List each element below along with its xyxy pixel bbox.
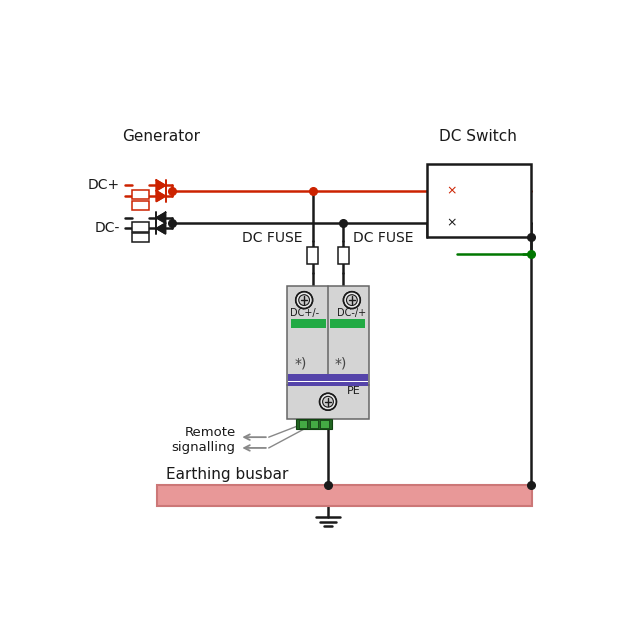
Bar [427, 164, 531, 237]
Text: DC FUSE: DC FUSE [353, 231, 414, 244]
Bar [330, 319, 365, 328]
Bar [157, 485, 532, 506]
Bar [288, 374, 368, 381]
Bar [132, 222, 148, 232]
Circle shape [346, 294, 357, 305]
Text: Generator: Generator [122, 129, 200, 145]
Bar [299, 420, 307, 428]
Text: Earthing busbar: Earthing busbar [166, 467, 288, 482]
Circle shape [344, 292, 360, 308]
Text: DC FUSE: DC FUSE [242, 231, 303, 244]
Text: DC-: DC- [95, 221, 120, 236]
Bar [132, 233, 148, 243]
Bar [307, 247, 318, 264]
Text: ×: × [446, 216, 456, 230]
Bar [338, 247, 349, 264]
Text: DC Switch: DC Switch [439, 129, 517, 145]
Polygon shape [156, 191, 166, 202]
Bar [132, 190, 148, 199]
Bar [132, 201, 148, 210]
Bar [288, 381, 368, 383]
Bar [287, 286, 369, 419]
Bar [310, 420, 318, 428]
Text: *): *) [294, 356, 307, 370]
Circle shape [296, 292, 312, 308]
Circle shape [319, 393, 337, 410]
Bar [296, 419, 332, 429]
Text: ×: × [446, 184, 456, 197]
Text: DC+: DC+ [88, 179, 120, 193]
Bar [320, 420, 329, 428]
Bar [288, 383, 368, 387]
Text: DC+/-: DC+/- [289, 308, 319, 318]
Polygon shape [156, 212, 166, 223]
Polygon shape [156, 180, 166, 191]
Text: PE: PE [346, 386, 360, 396]
Circle shape [299, 294, 310, 305]
Text: *): *) [335, 356, 348, 370]
Text: Remote
signalling: Remote signalling [172, 426, 236, 454]
Polygon shape [156, 223, 166, 234]
Circle shape [323, 396, 333, 407]
Text: DC-/+: DC-/+ [337, 308, 367, 318]
Bar [291, 319, 326, 328]
